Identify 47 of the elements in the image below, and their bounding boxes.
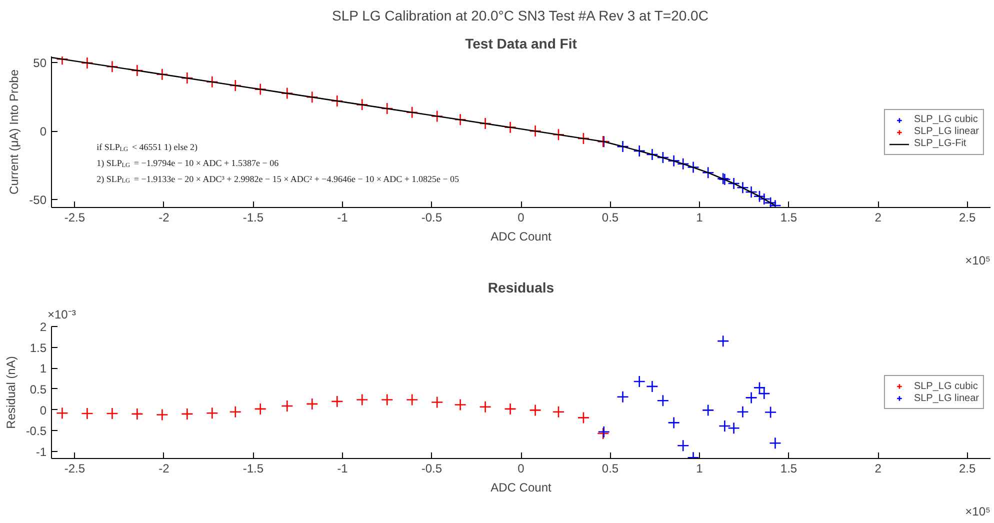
x-tick-label: -2.5 — [64, 462, 86, 476]
x-tick-label: -1.5 — [242, 462, 264, 476]
y-tick-label: 1 — [40, 362, 47, 376]
x-tick-label: 0 — [518, 210, 525, 224]
y-tick-label: 50 — [33, 56, 47, 70]
x-tick-label: 1 — [696, 210, 704, 224]
y-axis-title: Current (μA) Into Probe — [7, 69, 22, 194]
x-tick-label: 2.5 — [958, 210, 976, 224]
x-tick-label: 2.5 — [958, 462, 976, 476]
x-tick-label: -2.5 — [64, 210, 86, 224]
text: ×10⁻³ — [48, 308, 76, 322]
legend-label: SLP_LG linear — [914, 392, 979, 404]
y-tick-label: 0 — [40, 124, 47, 139]
text: ×10⁵ — [965, 254, 991, 268]
chart-subtitle: Test Data and Fit — [465, 36, 578, 52]
x-axis-title: ADC Count — [490, 230, 552, 244]
x-tick-label: 1.5 — [780, 462, 798, 476]
chart-title: Residuals — [488, 280, 554, 296]
x-tick-label: 2 — [874, 462, 882, 476]
y-tick-label: -0.5 — [26, 424, 47, 438]
x-tick-label: 0.5 — [602, 462, 619, 476]
x-tick-label: 2 — [874, 210, 882, 224]
y-tick-label: 1.5 — [30, 340, 47, 355]
x-tick-label: -1 — [337, 210, 348, 224]
legend-label: SLP_LG cubic — [914, 114, 978, 126]
x-axis-title: ADC Count — [490, 480, 552, 494]
y-tick-label: 0.5 — [30, 382, 47, 396]
y-tick-label: -1 — [36, 444, 47, 459]
x-tick-label: -1 — [337, 462, 348, 476]
x-tick-label: -2 — [158, 210, 170, 224]
y-tick-label: 2 — [40, 320, 47, 334]
x-tick-label: 0.5 — [602, 210, 619, 224]
legend-label: SLP_LG cubic — [914, 380, 978, 392]
y-axis-title: Residual (nA) — [4, 356, 18, 429]
legend-label: SLP_LG-Fit — [914, 138, 966, 150]
y-tick-label: 0 — [40, 403, 47, 418]
x-tick-label: -0.5 — [421, 210, 442, 224]
x-tick-label: -2 — [158, 462, 170, 476]
x-tick-label: -0.5 — [421, 462, 442, 476]
x-tick-label: 1.5 — [780, 210, 798, 224]
x-tick-label: -1.5 — [242, 210, 264, 224]
x-tick-label: 1 — [696, 462, 704, 476]
text: ×10⁵ — [965, 504, 991, 518]
chart-title: SLP LG Calibration at 20.0°C SN3 Test #A Rev 3 at T=20.0C — [332, 8, 708, 24]
legend-label: SLP_LG linear — [914, 126, 979, 138]
y-tick-label: -50 — [29, 193, 47, 208]
x-tick-label: 0 — [518, 462, 525, 476]
